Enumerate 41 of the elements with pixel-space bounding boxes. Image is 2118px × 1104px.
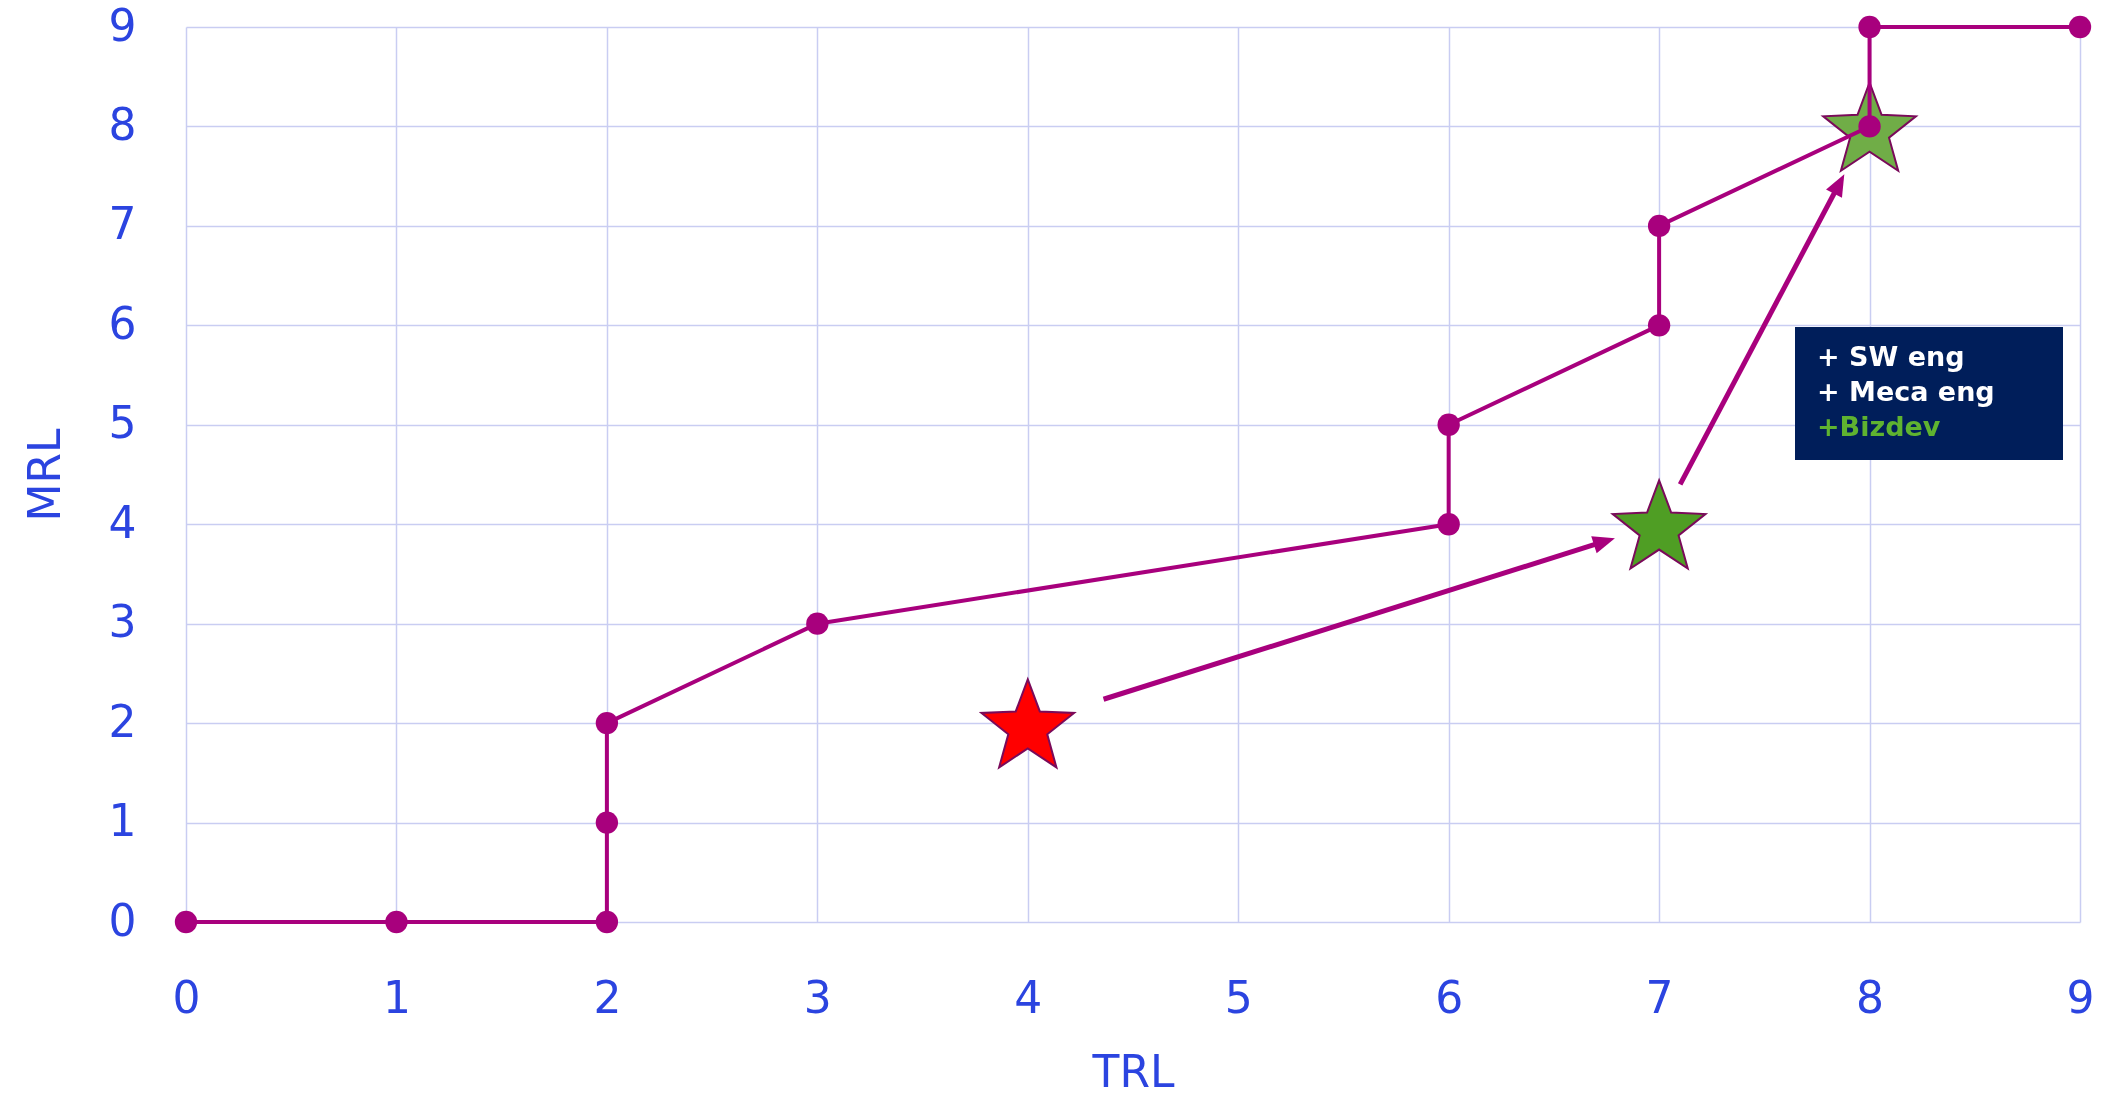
y-tick-label: 3 — [108, 596, 137, 648]
point — [2068, 15, 2092, 39]
y-tick-label: 5 — [108, 397, 137, 449]
annotation: + SW eng — [1817, 340, 1966, 374]
x-tick-label: 8 — [1856, 971, 1885, 1023]
point — [1858, 15, 1881, 39]
x-tick-label: 3 — [803, 971, 832, 1023]
point — [385, 910, 408, 934]
point — [595, 811, 619, 834]
point — [806, 612, 829, 635]
point — [1647, 214, 1671, 238]
x-tick-label: 6 — [1435, 971, 1464, 1023]
x-tick-label: 0 — [172, 971, 201, 1023]
y-tick-label: 0 — [108, 894, 137, 946]
x-tick-label: 5 — [1224, 971, 1253, 1023]
y-tick-label: 1 — [108, 795, 137, 847]
point — [1647, 314, 1671, 337]
annotation: + Meca eng — [1817, 375, 1996, 409]
point — [1437, 413, 1460, 436]
y-tick-label: 9 — [108, 0, 137, 51]
point — [1437, 513, 1460, 536]
x-tick-label: 2 — [593, 971, 622, 1023]
point — [174, 910, 198, 934]
x-tick-label: 9 — [2066, 971, 2095, 1023]
x-tick-label: 1 — [382, 971, 411, 1023]
y-tick-label: 2 — [108, 695, 137, 747]
y-tick-label: 6 — [108, 297, 137, 349]
point — [595, 711, 619, 735]
y-tick-label: 7 — [108, 198, 137, 250]
point — [1611, 479, 1707, 570]
y-axis-title: MRL — [18, 428, 70, 522]
annotation: +Bizdev — [1817, 410, 1942, 444]
y-tick-label: 4 — [108, 496, 137, 548]
x-tick-label: 7 — [1645, 971, 1674, 1023]
x-axis-title: TRL — [1091, 1045, 1175, 1097]
y-tick-label: 8 — [108, 98, 137, 150]
point — [980, 678, 1076, 769]
point — [1858, 115, 1881, 138]
x-tick-label: 4 — [1014, 971, 1043, 1023]
point — [595, 910, 619, 934]
note-box: + SW eng + Meca eng +Bizdev — [1795, 327, 2063, 460]
